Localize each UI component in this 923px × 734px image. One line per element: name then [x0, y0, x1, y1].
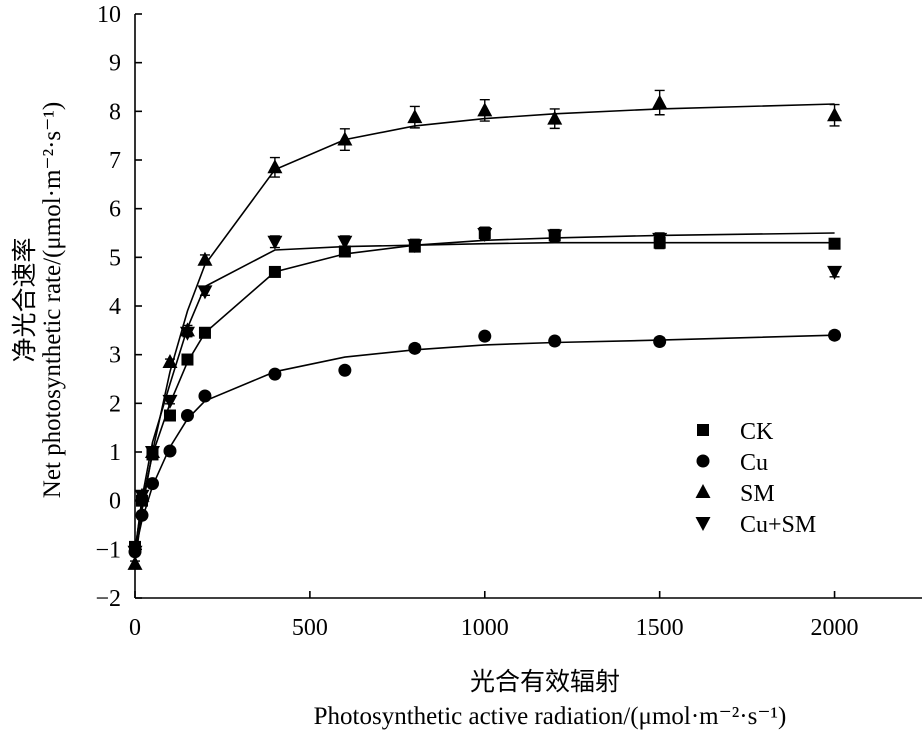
data-point-cu: [478, 329, 492, 343]
data-point-cu-sm: [134, 489, 150, 504]
data-point-cu-sm: [407, 239, 423, 254]
legend-label-ck: CK: [740, 419, 774, 445]
data-point-cu-sm: [179, 326, 195, 341]
legend-marker-ck: [697, 424, 709, 436]
y-axis-label-chinese: 净光合速率: [11, 237, 39, 362]
data-point-ck: [198, 326, 211, 339]
x-tick-label: 2000: [811, 615, 859, 641]
y-tick-label: 0: [109, 489, 121, 515]
data-point-sm: [197, 251, 213, 266]
y-axis-label-english: Net photosynthetic rate/(μmol·m⁻²·s⁻¹): [39, 102, 66, 498]
y-tick-label: 2: [109, 391, 121, 417]
data-point-cu-sm: [197, 285, 213, 300]
data-point-cu-sm: [337, 235, 353, 250]
data-point-ck: [338, 245, 351, 258]
data-point-cu-sm: [547, 229, 563, 244]
data-point-cu: [548, 334, 562, 348]
y-tick-label: 9: [109, 51, 121, 77]
data-point-cu-sm: [127, 545, 143, 560]
legend-label-cu: Cu: [740, 450, 768, 476]
data-point-cu-sm: [477, 227, 493, 242]
data-point-sm: [477, 102, 493, 117]
x-axis-ticks: 0 500 1000 1500 2000: [129, 591, 859, 641]
data-point-cu: [268, 367, 282, 381]
axes: [134, 14, 922, 599]
data-point-ck: [163, 409, 176, 422]
data-point-cu: [198, 389, 212, 403]
y-tick-label: 4: [109, 294, 121, 320]
data-point-ck: [828, 237, 841, 250]
y-tick-label: −2: [95, 586, 121, 612]
legend-label-cu-sm: Cu+SM: [740, 512, 816, 538]
y-tick-label: 10: [97, 2, 121, 28]
y-axis-ticks: −2 −1 0 1 2 3 4 5 6 7 8 9 10: [95, 2, 142, 612]
fit-curve-cu: [134, 334, 835, 552]
y-tick-label: −1: [95, 537, 121, 563]
data-point-cu: [145, 477, 159, 491]
data-point-sm: [162, 353, 178, 368]
y-tick-label: 5: [109, 245, 121, 271]
data-point-sm: [267, 159, 283, 174]
data-point-ck: [268, 265, 281, 278]
x-tick-label: 0: [129, 615, 141, 641]
y-tick-label: 7: [109, 148, 121, 174]
data-point-cu-sm: [144, 446, 160, 460]
data-point-sm: [127, 555, 143, 570]
legend-marker-cu: [696, 454, 710, 468]
data-point-cu: [408, 341, 422, 355]
data-point-cu-sm: [162, 394, 178, 409]
data-point-cu: [828, 328, 842, 342]
data-point-cu-sm: [827, 265, 843, 280]
x-tick-label: 1000: [461, 615, 509, 641]
data-point-ck: [181, 353, 194, 366]
legend: CK Cu SM Cu+SM: [695, 419, 816, 538]
x-tick-label: 1500: [636, 615, 684, 641]
data-point-cu: [180, 409, 194, 422]
fit-curve-cu-sm: [134, 241, 835, 552]
y-tick-label: 8: [109, 99, 121, 125]
data-point-cu: [163, 444, 177, 458]
data-points: [127, 89, 843, 570]
fit-curve-ck: [134, 232, 835, 550]
data-point-cu: [135, 508, 149, 522]
data-point-cu: [653, 335, 667, 349]
y-tick-label: 6: [109, 197, 121, 223]
legend-marker-cu-sm: [695, 517, 711, 531]
legend-label-sm: SM: [740, 481, 775, 507]
data-point-sm: [827, 107, 843, 122]
x-tick-label: 500: [292, 615, 328, 641]
data-point-cu: [338, 363, 352, 377]
x-axis-label-chinese: 光合有效辐射: [470, 668, 620, 696]
data-point-sm: [547, 110, 563, 125]
y-tick-label: 1: [109, 440, 121, 466]
y-tick-label: 3: [109, 343, 121, 369]
data-point-cu-sm: [652, 232, 668, 247]
x-axis-label-english: Photosynthetic active radiation/(μmol·m⁻…: [314, 703, 787, 730]
data-point-sm: [652, 94, 668, 109]
data-point-sm: [407, 109, 423, 124]
data-point-sm: [337, 131, 353, 146]
data-point-cu-sm: [267, 235, 283, 250]
legend-marker-sm: [695, 484, 711, 498]
